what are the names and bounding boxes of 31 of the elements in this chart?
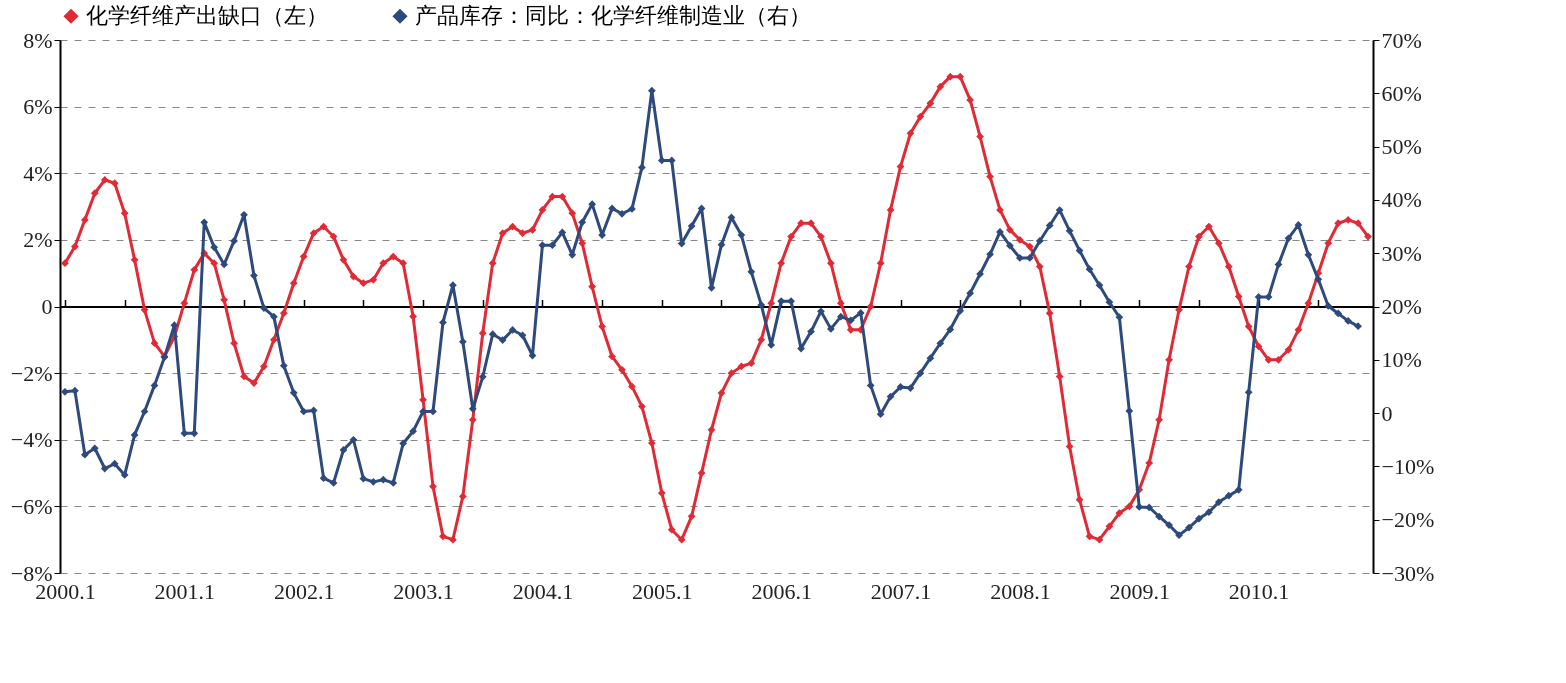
y2-tick-label: 30% (1381, 240, 1422, 266)
y-tick-label: 2% (23, 227, 53, 253)
x-tick-label: 2005.1 (632, 578, 693, 604)
y-tick-label: 0 (41, 294, 53, 319)
x-tick-label: 2007.1 (870, 578, 932, 604)
y2-tick-label: 60% (1381, 80, 1422, 106)
legend-label: 产品库存：同比：化学纤维制造业（右） (415, 3, 811, 29)
y2-tick-label: 40% (1381, 187, 1422, 213)
x-tick-label: 2006.1 (751, 578, 812, 604)
x-tick-label: 2002.1 (273, 578, 335, 604)
x-tick-label: 2004.1 (512, 578, 574, 604)
x-tick-label: 2009.1 (1109, 578, 1170, 604)
y2-tick-label: 70% (1381, 27, 1422, 53)
y2-tick-label: 10% (1381, 347, 1422, 373)
y2-tick-label: −20% (1381, 507, 1435, 533)
x-tick-label: 2003.1 (393, 578, 454, 604)
x-tick-label: 2001.1 (154, 578, 216, 604)
legend-label: 化学纤维产出缺口（左） (86, 3, 328, 29)
y2-tick-label: −30% (1381, 560, 1435, 586)
y-tick-label: 6% (23, 94, 53, 120)
y-tick-label: 4% (23, 160, 53, 186)
y2-tick-label: 0 (1381, 400, 1393, 426)
y-tick-label: 8% (23, 27, 53, 53)
y-tick-label: −2% (10, 360, 53, 386)
y-tick-label: −6% (10, 493, 53, 519)
y2-tick-label: −10% (1381, 453, 1435, 479)
y2-tick-label: 50% (1381, 134, 1422, 160)
x-tick-label: 2008.1 (990, 578, 1051, 604)
y-tick-label: −4% (10, 427, 53, 453)
x-tick-label: 2010.1 (1228, 578, 1290, 604)
y2-tick-label: 20% (1381, 294, 1422, 319)
